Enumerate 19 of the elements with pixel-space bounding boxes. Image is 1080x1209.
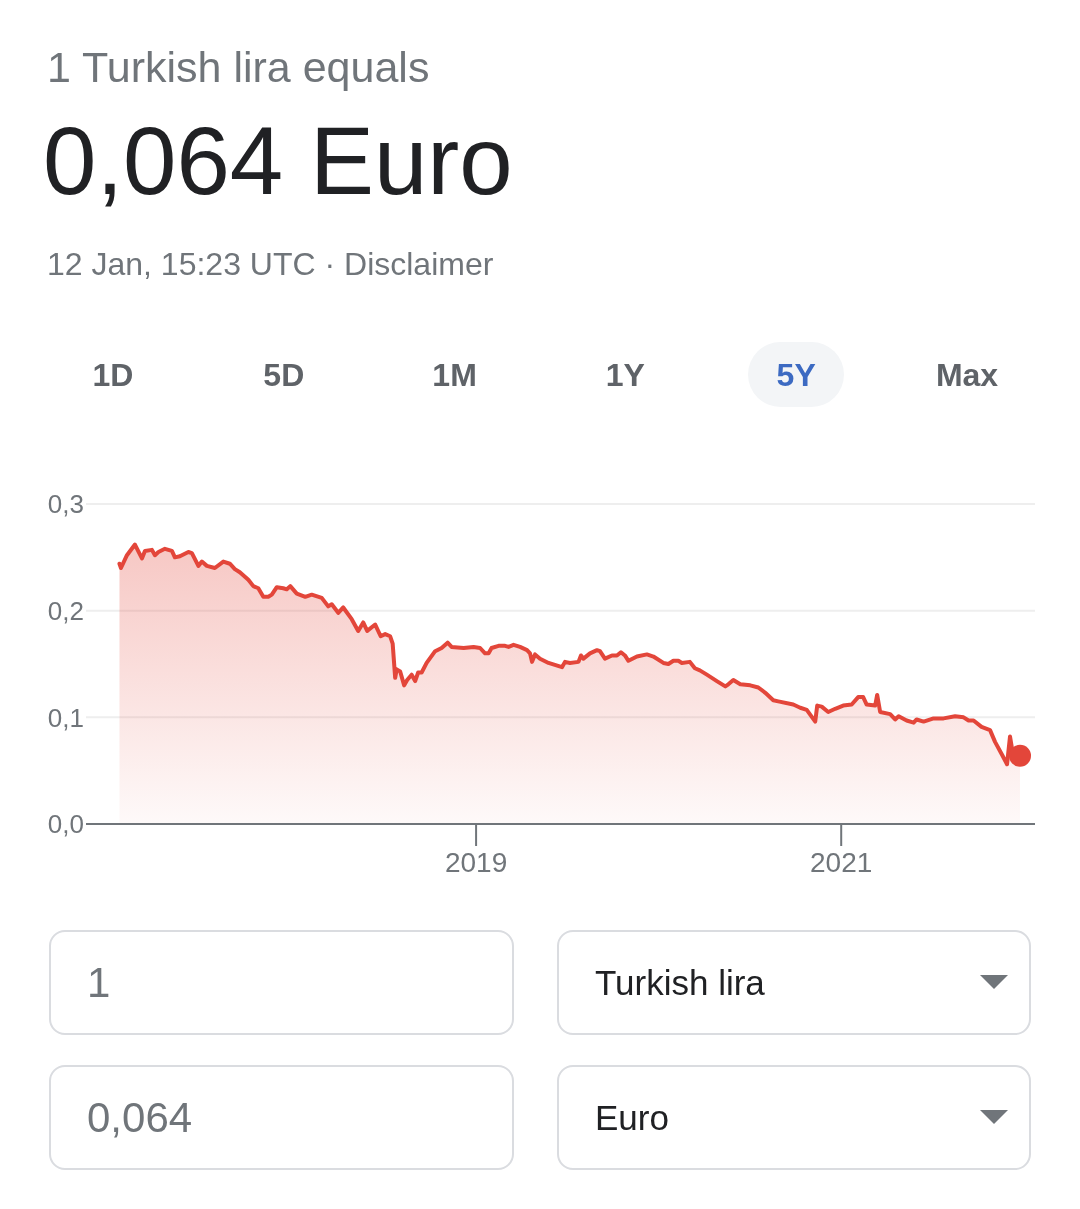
text: 1M [432,356,477,393]
text-field: 0,064 [49,1065,514,1170]
selected-tab: 5Y [748,342,845,407]
dropdown-field: Turkish lira [557,930,1031,1035]
text-field: 1 [49,930,514,1035]
y-tick-label: 0,2 [47,595,84,626]
x-tick-label: 2021 [810,846,873,878]
dropdown-field: Euro [557,1065,1031,1170]
text: 1Y [605,356,645,393]
x-tick-label: 2019 [444,846,508,878]
chart-subtitle: 12 Jan, 15:23 UTC · Disclaimer [47,246,494,282]
text: 5D [263,356,305,393]
text: 1D [92,356,134,393]
y-tick-label: 0,3 [47,489,84,520]
text: 1 Turkish lira equals [47,43,430,91]
y-tick-label: 0,0 [47,809,84,840]
chart-title: 0,064 Euro [43,107,513,214]
text: Max [935,356,999,393]
y-tick-label: 0,1 [47,702,84,733]
